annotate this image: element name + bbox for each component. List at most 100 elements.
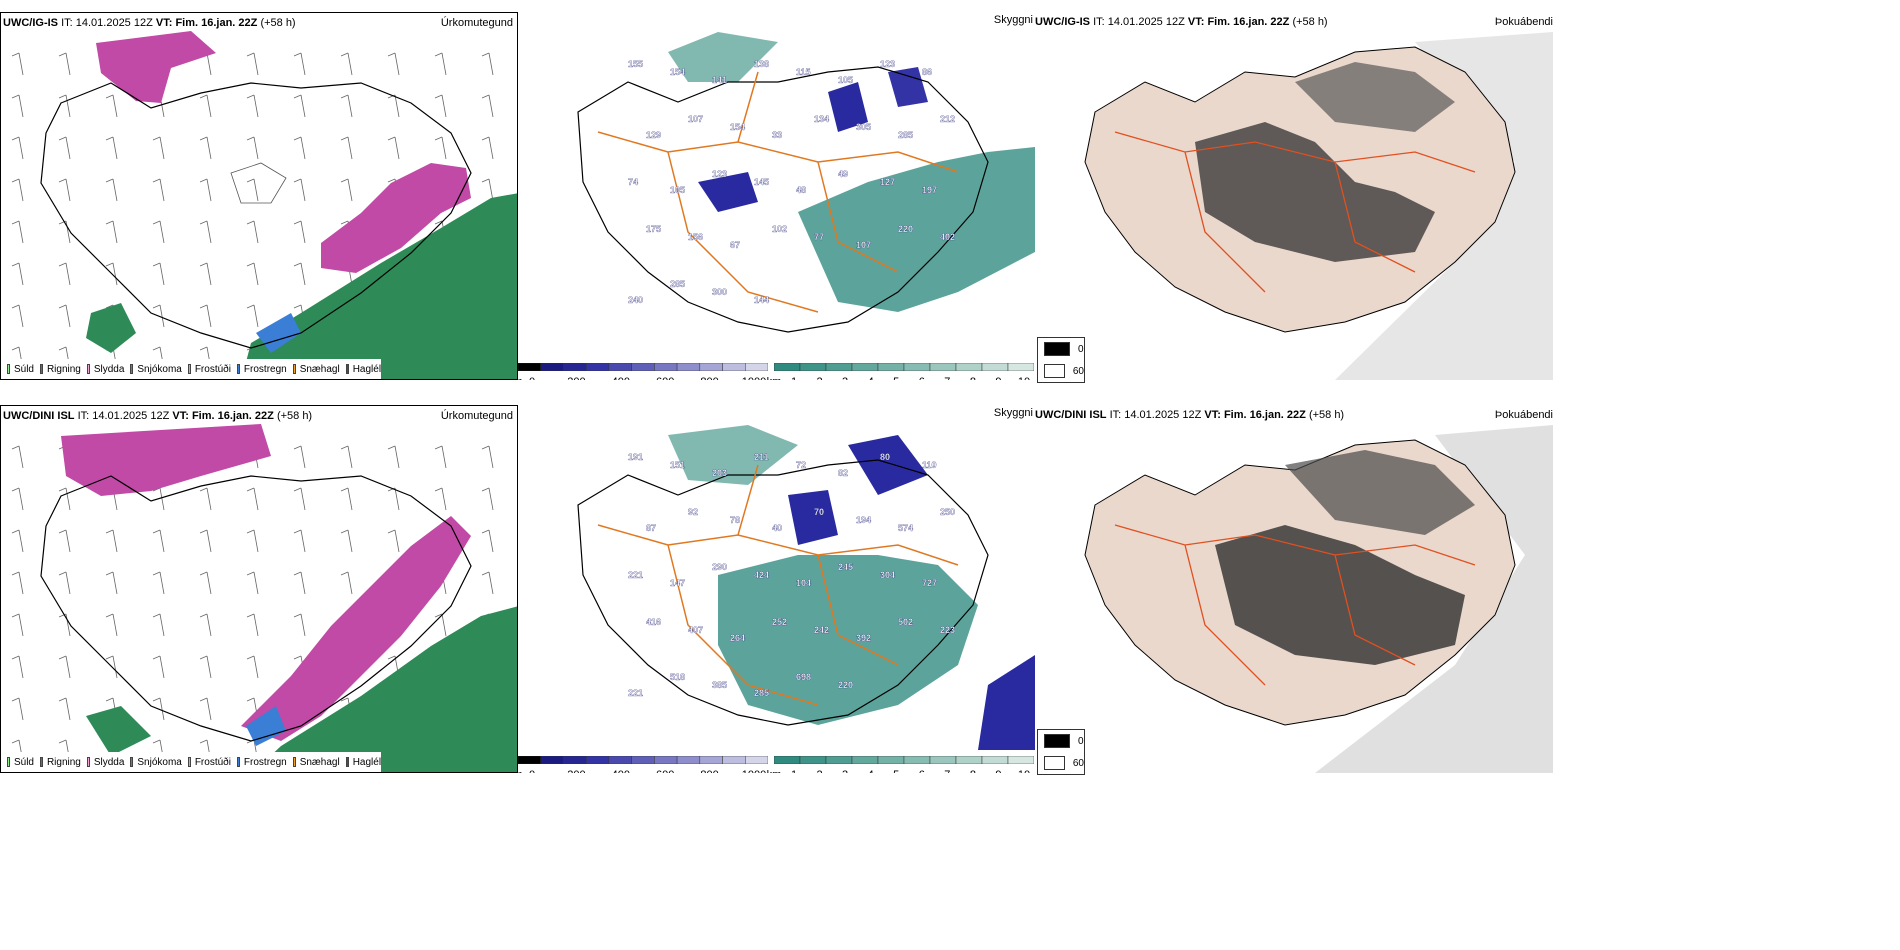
wind-barb xyxy=(253,94,259,118)
wind-barb xyxy=(488,445,494,469)
wind-barb-flag xyxy=(152,136,161,141)
wind-barb xyxy=(347,571,353,595)
colorbar-segment xyxy=(563,362,587,372)
rain-area-se xyxy=(253,606,517,772)
wind-barb xyxy=(159,304,165,328)
iceland-outline xyxy=(40,82,472,349)
wind-barb xyxy=(18,445,24,469)
wind-barb-flag xyxy=(105,655,114,660)
wind-barb-flag xyxy=(434,220,443,225)
colorbar-segment xyxy=(851,755,879,765)
visibility-value: 129 xyxy=(646,130,661,140)
fog-legend-swatch xyxy=(1044,756,1065,770)
visibility-value: 107 xyxy=(688,114,703,124)
rain-area-se xyxy=(241,193,517,379)
rain-area-sw xyxy=(86,706,151,756)
colorbar-tick: 0 xyxy=(529,376,535,380)
wind-barb xyxy=(253,529,259,553)
visibility-value: 138 xyxy=(754,59,769,69)
wind-barb-flag xyxy=(481,529,490,534)
wind-barb xyxy=(394,136,400,160)
wind-barb xyxy=(18,487,24,511)
colorbar-tick: 200 xyxy=(567,376,585,380)
colorbar-unit: m xyxy=(518,769,523,773)
colorbar-tick: 8 xyxy=(970,376,976,380)
colorbar-tick: 800 xyxy=(700,376,718,380)
wind-barb-flag xyxy=(340,571,349,576)
colorbar-tick: 6 xyxy=(919,376,925,380)
colorbar-tick: 1000 xyxy=(742,376,766,380)
wind-barb xyxy=(18,304,24,328)
visibility-value: 252 xyxy=(772,617,787,627)
wind-barb-flag xyxy=(293,304,302,309)
wind-barb-flag xyxy=(246,94,255,99)
colorbar-segment xyxy=(722,362,746,372)
wind-barb-flag xyxy=(340,697,349,702)
wind-barb-flag xyxy=(199,304,208,309)
fog-index-legend: 0 60 xyxy=(1037,337,1085,383)
wind-barb-flag xyxy=(152,178,161,183)
wind-barb xyxy=(18,571,24,595)
colorbar-tick: 8 xyxy=(970,769,976,773)
wind-barb-flag xyxy=(481,178,490,183)
wind-barb xyxy=(206,655,212,679)
wind-barb-flag xyxy=(340,487,349,492)
wind-barb-flag xyxy=(434,94,443,99)
colorbar-tick: 10 xyxy=(1018,376,1030,380)
wind-barb-flag xyxy=(481,94,490,99)
visibility-value: 502 xyxy=(898,617,913,627)
wind-barb xyxy=(65,304,71,328)
wind-barb-flag xyxy=(152,220,161,225)
wind-barb xyxy=(300,613,306,637)
legend-label: Snæhagl xyxy=(299,756,340,768)
colorbar-tick: 600 xyxy=(656,769,674,773)
wind-barb xyxy=(253,136,259,160)
wind-barb-flag xyxy=(199,220,208,225)
colorbar-segment xyxy=(825,362,853,372)
visibility-value: 197 xyxy=(922,185,937,195)
visibility-value: 242 xyxy=(814,625,829,635)
visibility-value: 141 xyxy=(712,75,727,85)
visibility-km-colorbar: km 1 2 3 4 5 6 7 8 9 10 xyxy=(767,751,1035,773)
visibility-value: 77 xyxy=(814,232,824,242)
panel-title: UWC/DINI ISL IT: 14.01.2025 12Z VT: Fim.… xyxy=(3,410,313,422)
wind-barb-flag xyxy=(434,487,443,492)
precip-type-map xyxy=(1,13,517,379)
visibility-value: 156 xyxy=(688,232,703,242)
colorbar-segment xyxy=(699,755,723,765)
colorbar-km-strip xyxy=(773,755,1035,765)
wind-barb-flag xyxy=(11,613,20,618)
legend-swatch xyxy=(86,757,90,767)
visibility-value: 407 xyxy=(688,625,703,635)
wind-barb xyxy=(488,571,494,595)
wind-barb-flag xyxy=(246,220,255,225)
wind-barb-flag xyxy=(246,487,255,492)
fog-dark-north xyxy=(1285,450,1475,535)
legend-swatch xyxy=(187,364,191,374)
visibility-m-colorbar: m 0 200 400 600 800 1000 xyxy=(518,751,769,773)
wind-barb xyxy=(488,487,494,511)
fog-legend-row: 60 xyxy=(1038,360,1084,382)
colorbar-segment xyxy=(877,755,905,765)
colorbar-segment xyxy=(981,755,1009,765)
legend-label: Haglél xyxy=(352,363,382,375)
colorbar-tick: 400 xyxy=(612,769,630,773)
wind-barb xyxy=(206,136,212,160)
wind-barb-flag xyxy=(11,697,20,702)
panel-title: UWC/IG-IS IT: 14.01.2025 12Z VT: Fim. 16… xyxy=(1035,16,1328,28)
visibility-value: 223 xyxy=(940,625,955,635)
wind-barb-flag xyxy=(105,529,114,534)
visibility-km-colorbar: km 1 2 3 4 5 6 7 8 9 10 xyxy=(767,358,1035,380)
wind-barb xyxy=(300,529,306,553)
fog-dark-north xyxy=(1295,62,1455,132)
visibility-m-colorbar: m 0 200 400 600 800 1000 xyxy=(518,358,769,380)
visibility-map: 191 151 203 211 72 82 80 110 87 92 78 40 70 194 574 250… xyxy=(518,405,1035,750)
wind-barb xyxy=(18,220,24,244)
wind-barb xyxy=(394,529,400,553)
wind-barb xyxy=(206,94,212,118)
colorbar-segment xyxy=(773,362,801,372)
wind-barb-flag xyxy=(246,613,255,618)
wind-barb xyxy=(206,178,212,202)
colorbar-segment xyxy=(518,755,541,765)
visibility-value: 155 xyxy=(628,59,643,69)
